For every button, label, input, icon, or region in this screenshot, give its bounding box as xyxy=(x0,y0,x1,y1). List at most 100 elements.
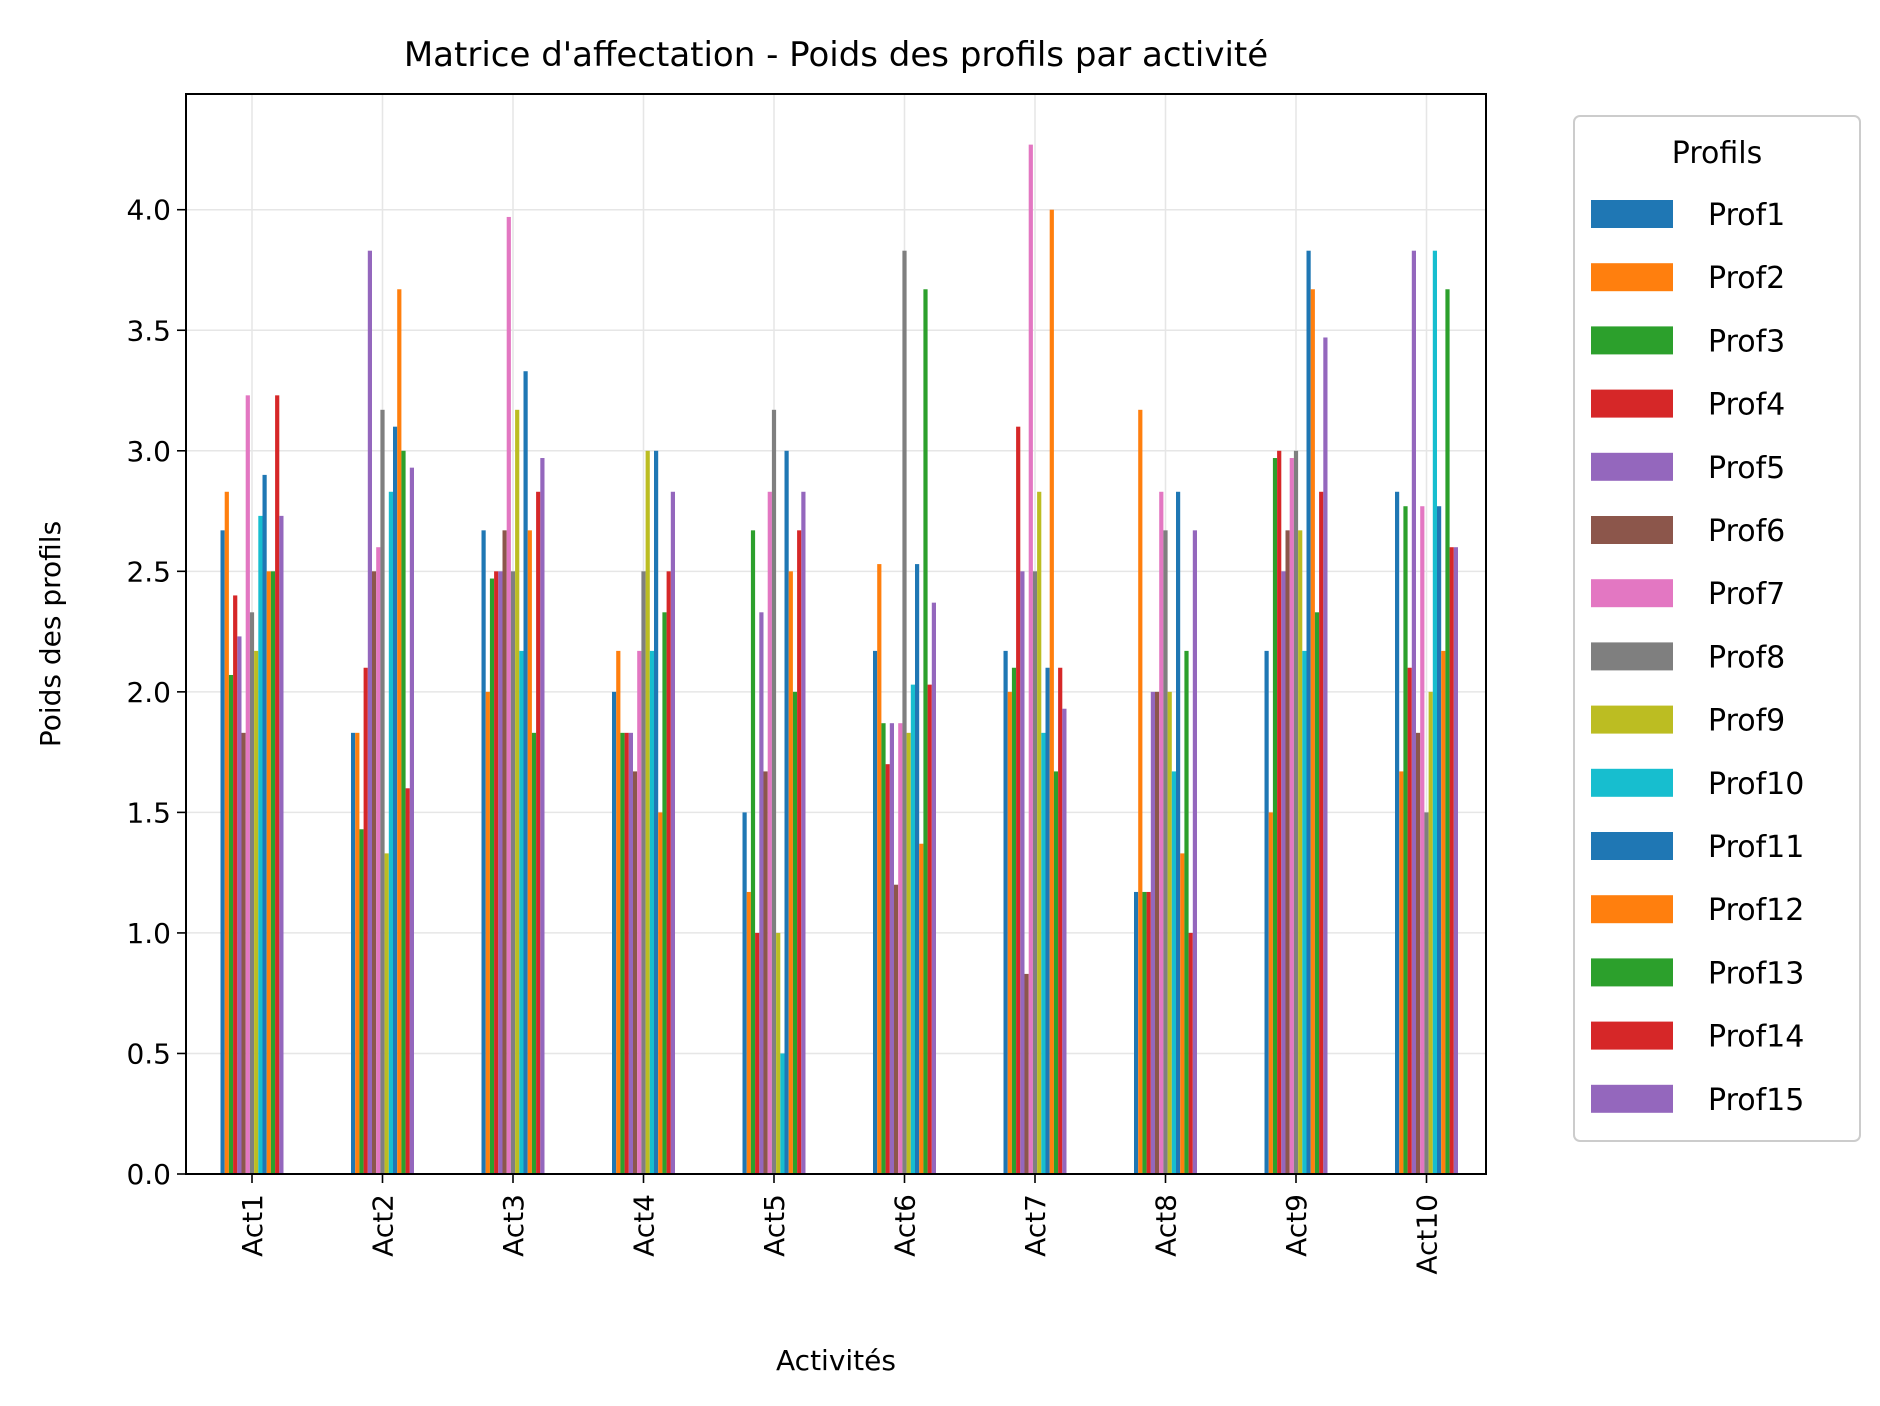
bar-prof13-act2 xyxy=(401,451,405,1174)
bar-prof7-act2 xyxy=(376,547,380,1174)
bar-prof10-act5 xyxy=(780,1053,784,1174)
bar-prof9-act6 xyxy=(907,733,911,1174)
bar-prof13-act8 xyxy=(1184,651,1188,1174)
bar-prof9-act4 xyxy=(646,451,650,1174)
bar-prof6-act1 xyxy=(242,733,246,1174)
bar-prof5-act1 xyxy=(237,636,241,1174)
legend-swatch-prof2 xyxy=(1591,263,1673,291)
bar-prof12-act8 xyxy=(1180,853,1184,1174)
bar-prof1-act4 xyxy=(612,692,616,1174)
legend-swatch-prof11 xyxy=(1591,832,1673,860)
bar-prof3-act9 xyxy=(1273,458,1277,1174)
bar-prof1-act2 xyxy=(351,733,355,1174)
bar-prof4-act4 xyxy=(625,733,629,1174)
y-tick-label: 2.0 xyxy=(126,676,171,709)
bar-prof8-act3 xyxy=(511,571,515,1174)
legend-label-prof13: Prof13 xyxy=(1708,956,1804,991)
bar-prof10-act4 xyxy=(650,651,654,1174)
bar-prof15-act9 xyxy=(1323,337,1327,1174)
bar-prof6-act3 xyxy=(503,530,507,1174)
bar-prof6-act7 xyxy=(1025,974,1029,1174)
bar-prof15-act1 xyxy=(279,516,283,1174)
bar-prof1-act8 xyxy=(1134,892,1138,1174)
bar-prof1-act6 xyxy=(873,651,877,1174)
legend-label-prof5: Prof5 xyxy=(1708,451,1785,486)
bar-prof13-act10 xyxy=(1445,289,1449,1174)
bar-prof2-act6 xyxy=(877,564,881,1174)
bar-prof12-act9 xyxy=(1311,289,1315,1174)
bar-prof8-act9 xyxy=(1294,451,1298,1174)
x-tick-label: Act3 xyxy=(497,1194,530,1257)
bar-prof11-act9 xyxy=(1307,251,1311,1174)
bar-prof10-act9 xyxy=(1302,651,1306,1174)
bar-prof13-act5 xyxy=(793,692,797,1174)
bar-prof14-act7 xyxy=(1058,668,1062,1174)
bar-prof12-act1 xyxy=(267,571,271,1174)
y-axis-label: Poids des profils xyxy=(34,521,67,747)
legend-swatch-prof7 xyxy=(1591,579,1673,607)
bar-prof3-act10 xyxy=(1403,506,1407,1174)
bar-prof6-act2 xyxy=(372,571,376,1174)
bar-prof13-act7 xyxy=(1054,771,1058,1174)
x-tick-label: Act4 xyxy=(628,1194,661,1257)
x-tick-label: Act6 xyxy=(889,1194,922,1257)
bar-prof12-act10 xyxy=(1441,651,1445,1174)
bar-prof9-act8 xyxy=(1168,692,1172,1174)
bar-prof1-act10 xyxy=(1395,492,1399,1174)
y-tick-label: 0.5 xyxy=(126,1037,171,1070)
legend-swatch-prof14 xyxy=(1591,1022,1673,1050)
chart-title: Matrice d'affectation - Poids des profil… xyxy=(404,35,1268,75)
y-tick-label: 4.0 xyxy=(126,194,171,227)
bar-prof11-act3 xyxy=(524,371,528,1174)
bar-prof7-act7 xyxy=(1029,145,1033,1174)
bar-prof14-act5 xyxy=(797,530,801,1174)
x-tick-label: Act9 xyxy=(1280,1194,1313,1257)
bar-prof12-act3 xyxy=(528,530,532,1174)
bar-prof12-act2 xyxy=(397,289,401,1174)
legend-swatch-prof15 xyxy=(1591,1085,1673,1113)
bar-prof15-act4 xyxy=(671,492,675,1174)
legend-swatch-prof10 xyxy=(1591,769,1673,797)
y-tick-label: 0.0 xyxy=(126,1158,171,1191)
bars-layer xyxy=(221,145,1459,1174)
x-tick-label: Act8 xyxy=(1150,1194,1183,1257)
bar-prof5-act3 xyxy=(498,571,502,1174)
y-axis: 0.0 0.5 1.0 1.5 2.0 2.5 3.0 3.5 4.0 xyxy=(126,194,186,1191)
bar-prof14-act8 xyxy=(1189,933,1193,1174)
x-tick-label: Act2 xyxy=(367,1194,400,1257)
bar-prof7-act10 xyxy=(1420,506,1424,1174)
legend-swatch-prof5 xyxy=(1591,453,1673,481)
bar-prof10-act3 xyxy=(519,651,523,1174)
bar-prof7-act5 xyxy=(768,492,772,1174)
legend-label-prof4: Prof4 xyxy=(1708,388,1785,423)
bar-prof14-act3 xyxy=(536,492,540,1174)
bar-prof9-act5 xyxy=(776,933,780,1174)
bar-prof2-act3 xyxy=(486,692,490,1174)
legend-swatch-prof1 xyxy=(1591,200,1673,228)
legend: Profils Prof1Prof2Prof3Prof4Prof5Prof6Pr… xyxy=(1574,116,1860,1141)
bar-prof3-act6 xyxy=(881,723,885,1174)
x-axis: Act1 Act2 Act3 Act4 Act5 Act6 Act7 Act8 Act9 Act1… xyxy=(236,1174,1444,1275)
bar-prof6-act9 xyxy=(1286,530,1290,1174)
bar-prof11-act1 xyxy=(263,475,267,1174)
bar-prof7-act9 xyxy=(1290,458,1294,1174)
bar-prof7-act6 xyxy=(898,723,902,1174)
bar-prof1-act5 xyxy=(743,812,747,1174)
bar-prof5-act8 xyxy=(1151,692,1155,1174)
bar-prof15-act5 xyxy=(801,492,805,1174)
bar-prof13-act4 xyxy=(662,612,666,1174)
bar-prof3-act3 xyxy=(490,579,494,1174)
bar-prof10-act10 xyxy=(1433,251,1437,1174)
bar-prof5-act9 xyxy=(1281,571,1285,1174)
bar-prof10-act6 xyxy=(911,685,915,1174)
bar-prof14-act1 xyxy=(275,395,279,1174)
bar-prof12-act4 xyxy=(658,812,662,1174)
bar-prof15-act7 xyxy=(1062,709,1066,1174)
bar-prof2-act9 xyxy=(1269,812,1273,1174)
bar-prof7-act4 xyxy=(637,651,641,1174)
bar-prof5-act10 xyxy=(1412,251,1416,1174)
bar-prof6-act8 xyxy=(1155,692,1159,1174)
bar-prof3-act7 xyxy=(1012,668,1016,1174)
bar-prof4-act3 xyxy=(494,571,498,1174)
